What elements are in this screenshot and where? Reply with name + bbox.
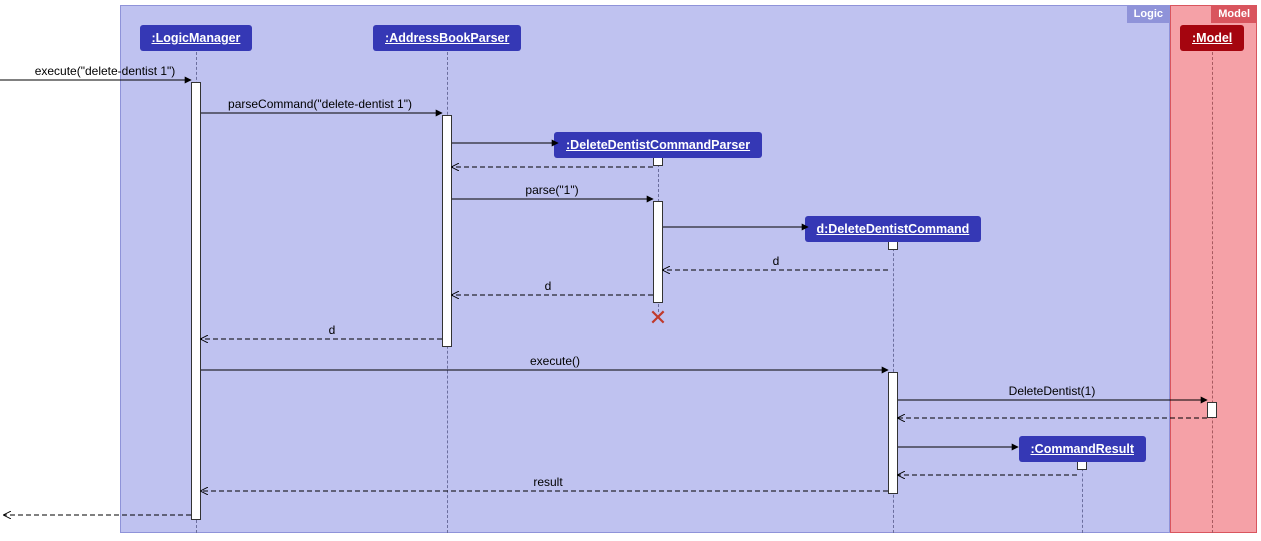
participant-addressbookparser: :AddressBookParser: [373, 25, 521, 51]
package-logic: Logic: [120, 5, 1170, 533]
participant-model: :Model: [1180, 25, 1244, 51]
activation-bar: [1207, 402, 1217, 418]
participant-logicmanager: :LogicManager: [140, 25, 253, 51]
message-label: result: [533, 475, 562, 489]
participant-commandresult: :CommandResult: [1019, 436, 1146, 462]
message-label: parse("1"): [525, 183, 578, 197]
activation-bar: [888, 372, 898, 494]
activation-bar: [191, 82, 201, 520]
participant-deletecmd: d:DeleteDentistCommand: [805, 216, 982, 242]
message-label: DeleteDentist(1): [1009, 384, 1096, 398]
package-logic-tab: Logic: [1127, 5, 1170, 23]
destroy-icon: ✕: [649, 305, 667, 331]
message-label: execute("delete-dentist 1"): [35, 64, 176, 78]
participant-deleteparser: :DeleteDentistCommandParser: [554, 132, 762, 158]
message-label: d: [329, 323, 336, 337]
lifeline-model: [1212, 47, 1213, 533]
message-label: execute(): [530, 354, 580, 368]
message-label: d: [545, 279, 552, 293]
diagram-canvas: Logic Model :LogicManager :AddressBookPa…: [0, 0, 1261, 541]
message-label: d: [773, 254, 780, 268]
message-label: parseCommand("delete-dentist 1"): [228, 97, 412, 111]
activation-bar: [442, 115, 452, 347]
package-model: Model: [1170, 5, 1257, 533]
package-model-tab: Model: [1211, 5, 1257, 23]
activation-bar: [653, 201, 663, 303]
